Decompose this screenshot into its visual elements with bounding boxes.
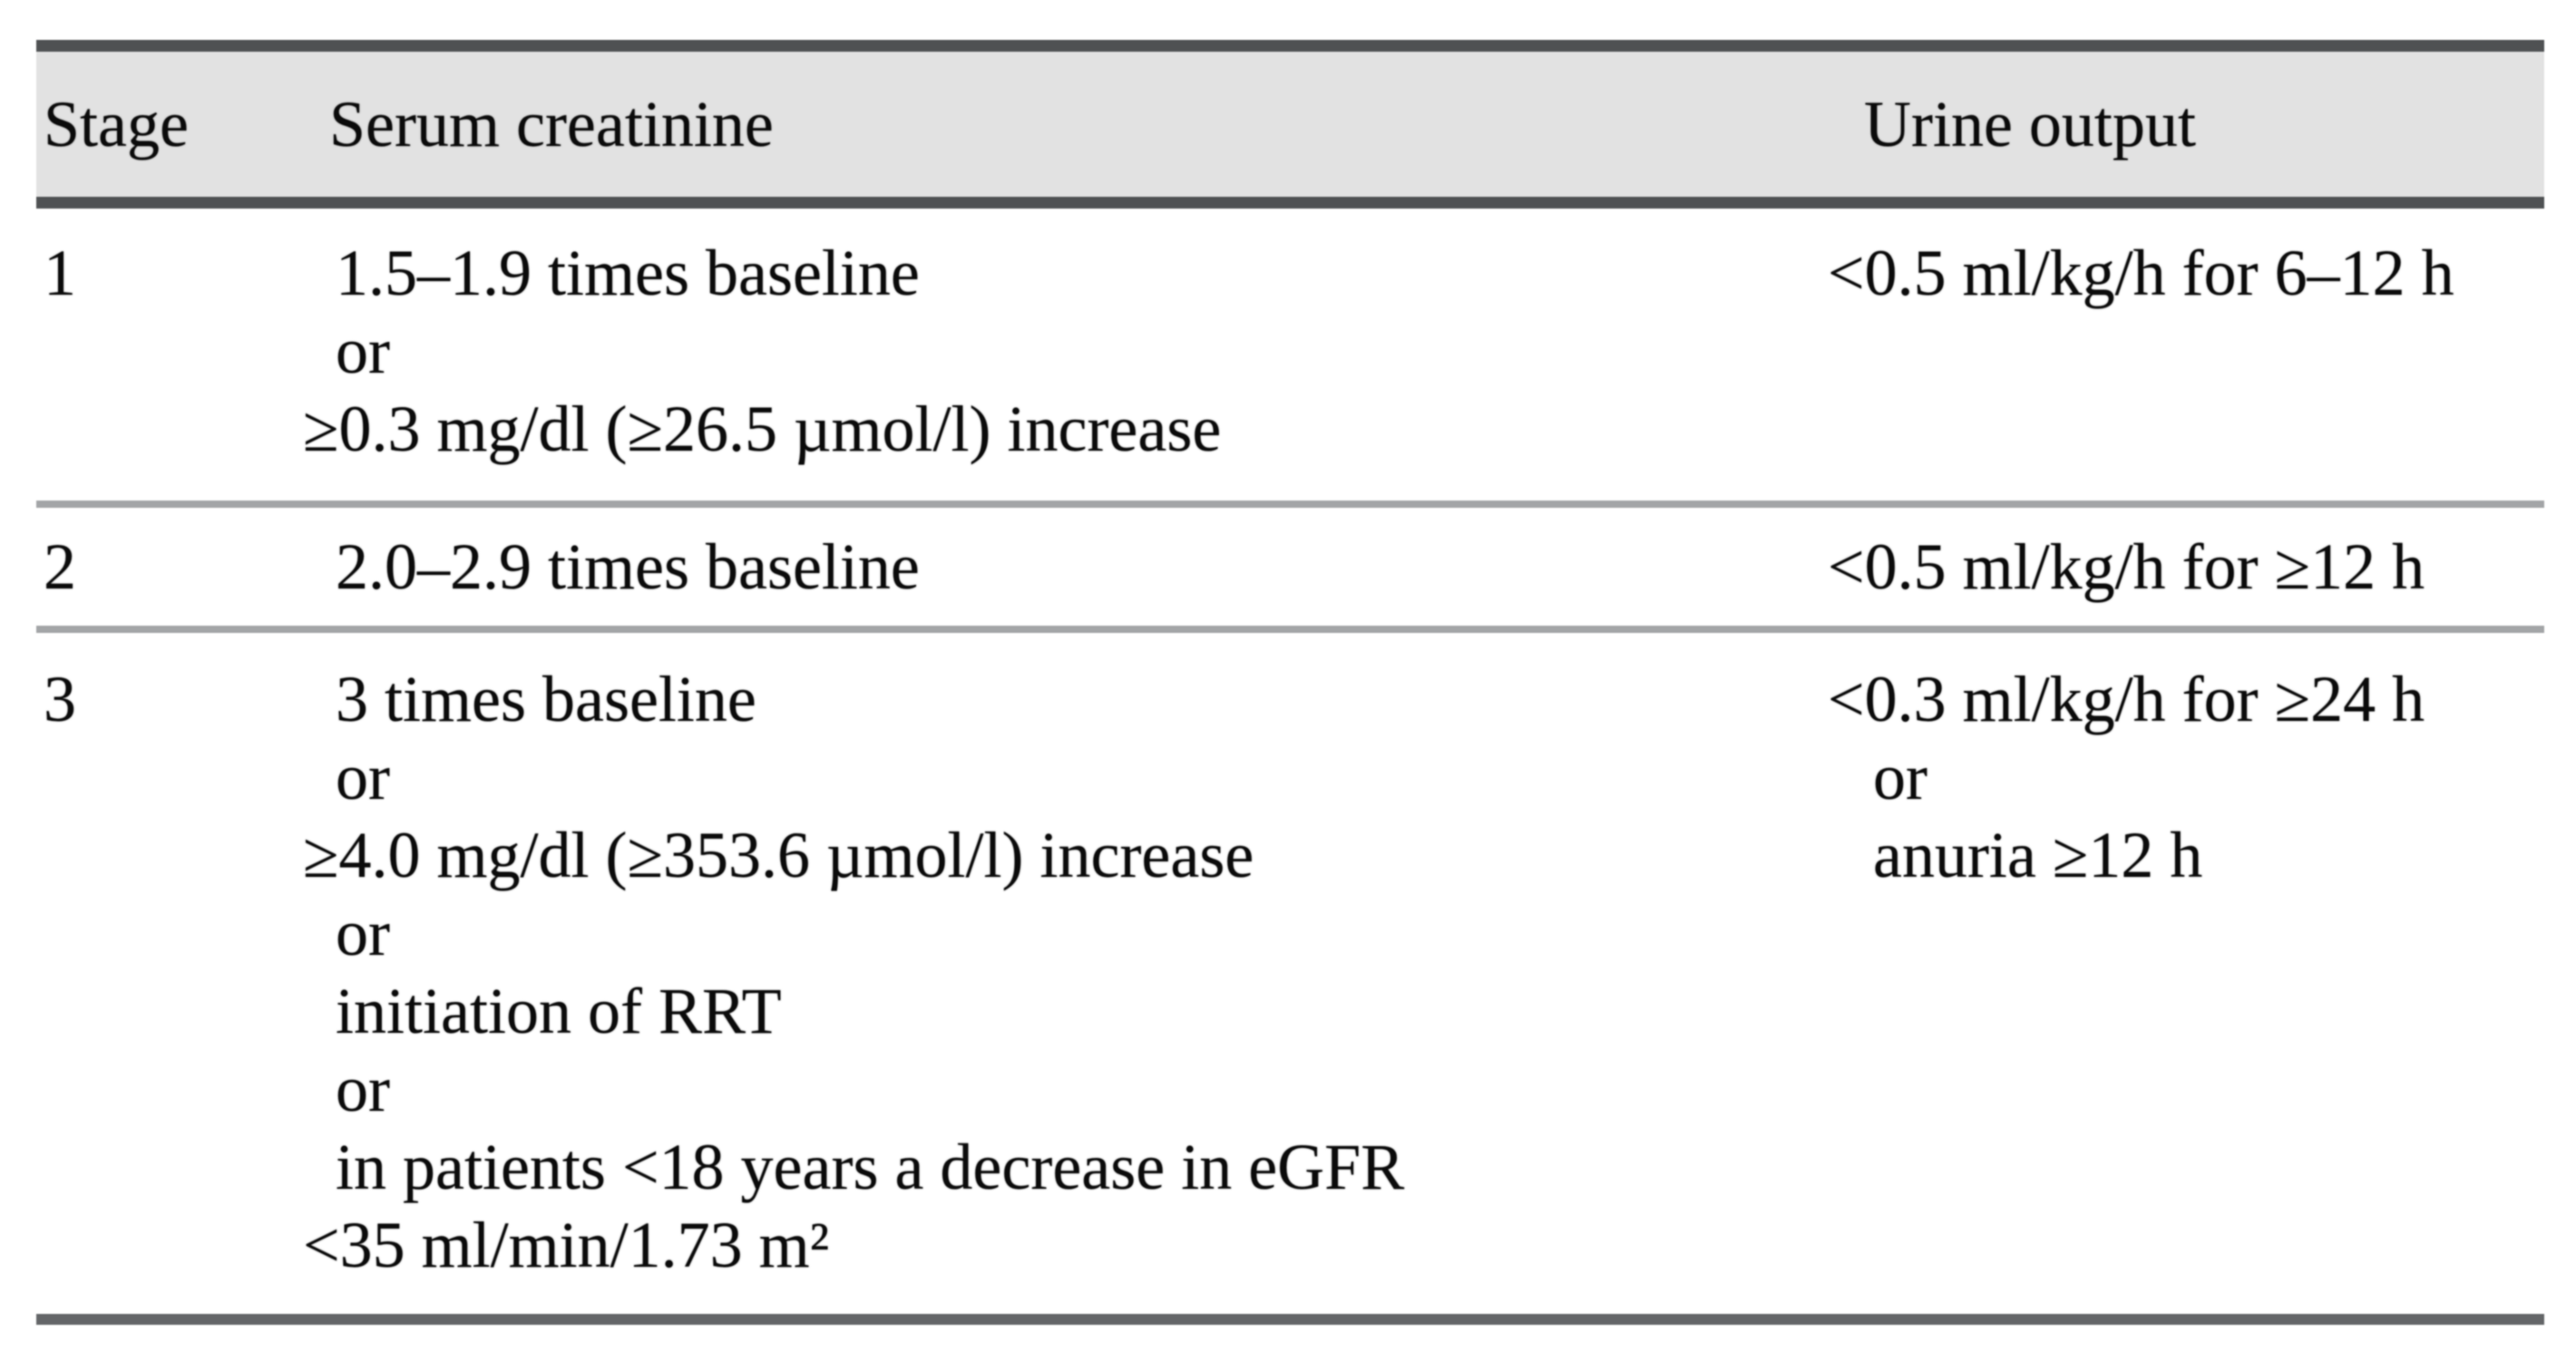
criterion-or-line: or [336, 1053, 390, 1125]
table-top-rule [36, 40, 2544, 52]
criterion-line: 1.5–1.9 times baseline [336, 237, 920, 309]
stage-2-number-cell: 2 [36, 528, 299, 606]
column-header-urine-output: Urine output [1864, 87, 2196, 160]
stage-1-number-cell: 1 [36, 234, 299, 468]
column-header-stage: Stage [44, 87, 189, 160]
table-row-stage-1: 1 1.5–1.9 times baseline or ≥0.3 mg/dl (… [36, 209, 2544, 501]
stage-number: 3 [44, 663, 76, 735]
criterion-or-line: or [336, 897, 390, 969]
stage-1-urine-output-cell: <0.5 ml/kg/h for 6–12 h [1791, 234, 2544, 468]
stage-3-number-cell: 3 [36, 660, 299, 1284]
criterion-line: <0.5 ml/kg/h for 6–12 h [1828, 237, 2454, 309]
table-bottom-rule [36, 1314, 2544, 1325]
table-header-row: Stage Serum creatinine Urine output [36, 52, 2544, 197]
criterion-or-line: or [1873, 741, 1927, 813]
criterion-line: initiation of RRT [336, 975, 782, 1047]
criterion-line: anuria ≥12 h [1873, 819, 2203, 891]
criterion-line: 3 times baseline [336, 663, 756, 735]
criterion-line: 2.0–2.9 times baseline [336, 530, 920, 603]
stage-2-urine-output-cell: <0.5 ml/kg/h for ≥12 h [1791, 528, 2544, 606]
criterion-or-line: or [336, 741, 390, 813]
criterion-or-line: or [336, 315, 390, 387]
stage-number: 2 [44, 530, 76, 603]
criterion-line: <0.3 ml/kg/h for ≥24 h [1828, 663, 2425, 735]
aki-staging-table: Stage Serum creatinine Urine output 1 1.… [36, 40, 2544, 1325]
stage-1-serum-creatinine-cell: 1.5–1.9 times baseline or ≥0.3 mg/dl (≥2… [299, 234, 1791, 468]
criterion-line: <0.5 ml/kg/h for ≥12 h [1828, 530, 2425, 603]
stage-number: 1 [44, 237, 76, 309]
criterion-line: ≥4.0 mg/dl (≥353.6 µmol/l) increase [303, 819, 1254, 891]
criterion-line: <35 ml/min/1.73 m² [303, 1209, 830, 1281]
table-row-stage-3: 3 3 times baseline or ≥4.0 mg/dl (≥353.6… [36, 633, 2544, 1314]
row-separator-rule [36, 501, 2544, 508]
table-row-stage-2: 2 2.0–2.9 times baseline <0.5 ml/kg/h fo… [36, 508, 2544, 626]
criterion-line: ≥0.3 mg/dl (≥26.5 µmol/l) increase [303, 393, 1222, 465]
header-bottom-rule [36, 197, 2544, 209]
stage-3-urine-output-cell: <0.3 ml/kg/h for ≥24 h or anuria ≥12 h [1791, 660, 2544, 1284]
row-separator-rule [36, 626, 2544, 633]
criterion-line: in patients <18 years a decrease in eGFR [336, 1131, 1405, 1203]
stage-2-serum-creatinine-cell: 2.0–2.9 times baseline [299, 528, 1791, 606]
column-header-serum-creatinine: Serum creatinine [329, 87, 774, 160]
stage-3-serum-creatinine-cell: 3 times baseline or ≥4.0 mg/dl (≥353.6 µ… [299, 660, 1791, 1284]
